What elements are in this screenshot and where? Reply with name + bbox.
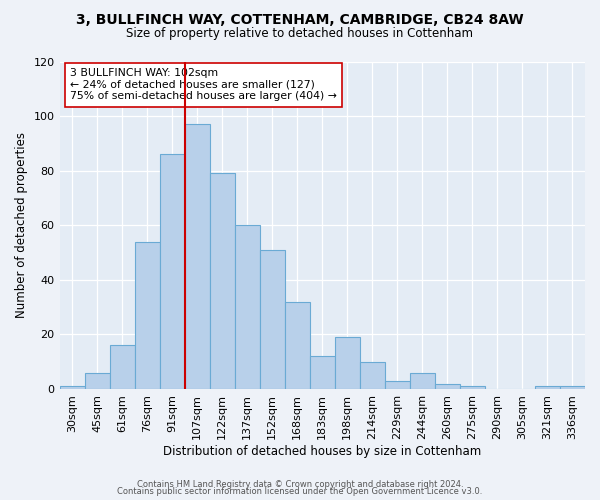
Bar bbox=[385, 381, 410, 389]
Text: 3 BULLFINCH WAY: 102sqm
← 24% of detached houses are smaller (127)
75% of semi-d: 3 BULLFINCH WAY: 102sqm ← 24% of detache… bbox=[70, 68, 337, 101]
Bar bbox=[460, 386, 485, 389]
Bar bbox=[185, 124, 209, 389]
Y-axis label: Number of detached properties: Number of detached properties bbox=[15, 132, 28, 318]
Bar bbox=[410, 372, 435, 389]
Text: 3, BULLFINCH WAY, COTTENHAM, CAMBRIDGE, CB24 8AW: 3, BULLFINCH WAY, COTTENHAM, CAMBRIDGE, … bbox=[76, 12, 524, 26]
Bar bbox=[260, 250, 285, 389]
Bar bbox=[285, 302, 310, 389]
Bar bbox=[435, 384, 460, 389]
Bar bbox=[85, 372, 110, 389]
Bar bbox=[310, 356, 335, 389]
Bar bbox=[335, 337, 360, 389]
Bar bbox=[209, 174, 235, 389]
Bar bbox=[535, 386, 560, 389]
Bar bbox=[134, 242, 160, 389]
Bar bbox=[235, 225, 260, 389]
Bar bbox=[360, 362, 385, 389]
Bar bbox=[160, 154, 185, 389]
Bar bbox=[110, 346, 134, 389]
X-axis label: Distribution of detached houses by size in Cottenham: Distribution of detached houses by size … bbox=[163, 444, 481, 458]
Text: Contains public sector information licensed under the Open Government Licence v3: Contains public sector information licen… bbox=[118, 487, 482, 496]
Bar bbox=[59, 386, 85, 389]
Text: Size of property relative to detached houses in Cottenham: Size of property relative to detached ho… bbox=[127, 28, 473, 40]
Bar bbox=[560, 386, 585, 389]
Text: Contains HM Land Registry data © Crown copyright and database right 2024.: Contains HM Land Registry data © Crown c… bbox=[137, 480, 463, 489]
